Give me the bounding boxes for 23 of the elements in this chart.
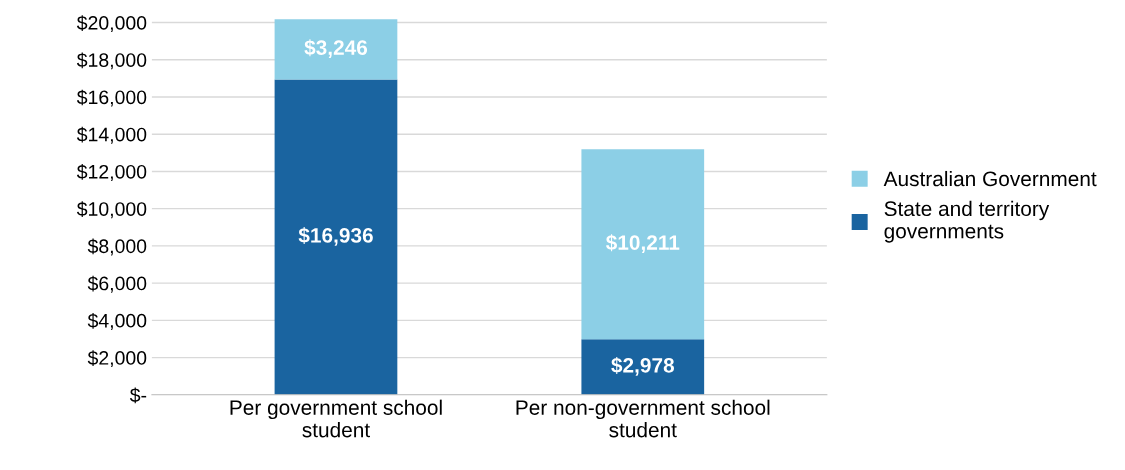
- y-tick-label: $-: [129, 387, 147, 404]
- y-tick-label: $10,000: [76, 201, 147, 219]
- legend-label: Australian Government: [883, 170, 1097, 187]
- x-tick-label: Per government school student: [230, 399, 442, 438]
- y-tick-label: $2,000: [87, 350, 147, 368]
- legend-label: State and territory governments: [884, 200, 1050, 243]
- bar: [581, 339, 705, 395]
- data-label: $2,978: [611, 357, 675, 376]
- bar: [581, 149, 705, 340]
- y-tick-label: $12,000: [76, 164, 147, 181]
- data-label: $3,246: [304, 39, 368, 58]
- y-tick-label: $14,000: [76, 126, 147, 144]
- y-tick-label: $20,000: [76, 15, 147, 33]
- y-tick-label: $8,000: [87, 238, 147, 256]
- data-label: $16,936: [298, 227, 373, 246]
- y-tick-label: $4,000: [87, 313, 147, 330]
- x-tick-label: Per non-government school student: [516, 399, 770, 438]
- bar: [274, 79, 398, 395]
- y-tick-label: $6,000: [87, 275, 147, 293]
- data-label: $10,211: [605, 234, 680, 253]
- bar: [274, 19, 398, 80]
- y-tick-label: $16,000: [76, 89, 147, 107]
- y-tick-label: $18,000: [76, 52, 147, 70]
